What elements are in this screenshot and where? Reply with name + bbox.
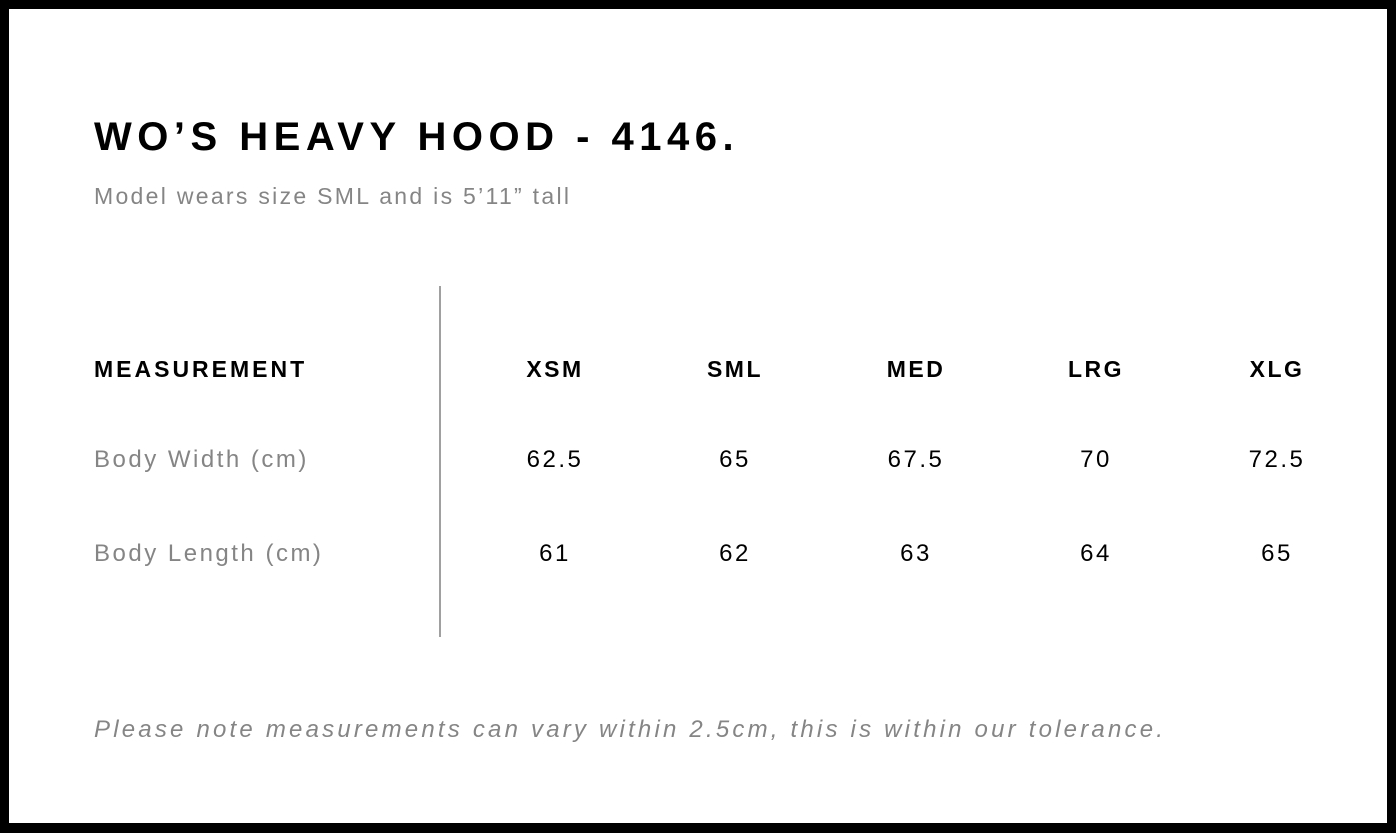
subtitle: Model wears size SML and is 5’11” tall: [94, 183, 572, 209]
size-header-lrg: LRG: [1067, 356, 1125, 382]
size-header-med: MED: [886, 356, 946, 382]
size-chart-card: WO’S HEAVY HOOD - 4146. Model wears size…: [9, 9, 1387, 823]
table-cell: 65: [719, 446, 751, 473]
table-cell: 61: [539, 540, 571, 567]
column-divider: [439, 286, 441, 637]
tolerance-note: Please note measurements can vary within…: [94, 716, 1167, 743]
table-cell: 65: [1261, 540, 1293, 567]
table-cell: 62.5: [526, 446, 584, 473]
table-cell: 67.5: [887, 446, 945, 473]
table-cell: 63: [900, 540, 932, 567]
table-cell: 72.5: [1248, 446, 1306, 473]
table-cell: 62: [719, 540, 751, 567]
measurement-header: MEASUREMENT: [94, 356, 308, 382]
table-cell: 70: [1080, 446, 1112, 473]
size-header-xlg: XLG: [1249, 356, 1305, 382]
page-title: WO’S HEAVY HOOD - 4146.: [94, 115, 740, 159]
row-label: Body Length (cm): [94, 540, 324, 567]
size-header-xsm: XSM: [526, 356, 584, 382]
table-cell: 64: [1080, 540, 1112, 567]
size-header-sml: SML: [706, 356, 764, 382]
row-label: Body Width (cm): [94, 446, 309, 473]
